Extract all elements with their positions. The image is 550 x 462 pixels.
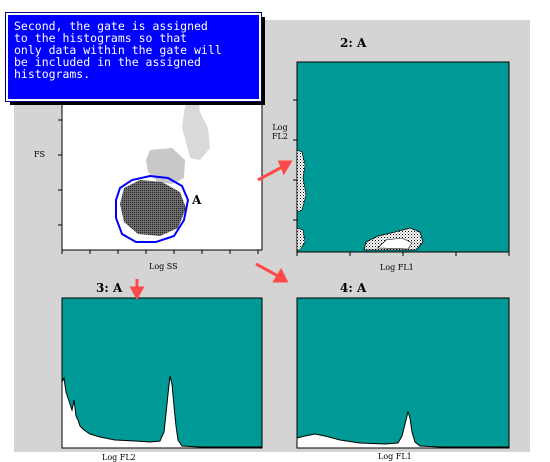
histogram-fl2 [61,297,263,449]
plot2-area [296,61,510,253]
scatter-x-ticks [61,250,259,254]
arrow-to-plot3-head [129,286,145,301]
instruction-callout: Second, the gate is assigned to the hist… [5,12,262,102]
plot3-x-axis-label: Log FL2 [102,453,136,462]
plot2-y-ticks [293,99,297,221]
scatter-y-axis-label: FS [34,150,46,159]
arrow-to-plot2-head [277,160,293,176]
middle-population [146,148,185,184]
plot2-y-axis-label: Log FL2 [272,123,288,141]
gate-a-label: A [192,193,202,207]
plot3-title: 3: A [96,281,123,295]
plot2-title: 2: A [340,36,367,50]
plot2-x-ticks [296,252,510,256]
plot4-x-axis-label: Log FL1 [378,452,412,461]
plot3-area [61,297,263,449]
scatter-plot-fs-ss [58,94,263,254]
scatter-plot-fl1-fl2 [293,61,510,256]
scatter-x-axis-label: Log SS [149,262,178,271]
scatter-y-ticks [58,119,62,226]
gated-population [120,180,186,236]
plot2-x-axis-label: Log FL1 [380,263,414,272]
arrow-to-plot2 [257,164,285,182]
upper-population [182,95,210,160]
gate-a-outline[interactable] [115,174,190,243]
histogram-fl1 [296,297,510,449]
plot4-title: 4: A [340,281,367,295]
plot2-cluster-core [377,237,413,250]
plot2-y-axis-label-line2: FL2 [272,132,288,141]
plot4-area [296,297,510,449]
plot3-histogram-trace [61,375,263,449]
plot4-histogram-trace [296,410,510,449]
arrow-to-plot4 [255,262,279,278]
plot2-y-axis-label-line1: Log [272,123,288,132]
gate-arrows [129,160,293,301]
plot2-cluster-bottom-left [296,227,306,251]
arrow-to-plot4-head [272,267,289,283]
plot2-cluster-left [296,149,307,213]
